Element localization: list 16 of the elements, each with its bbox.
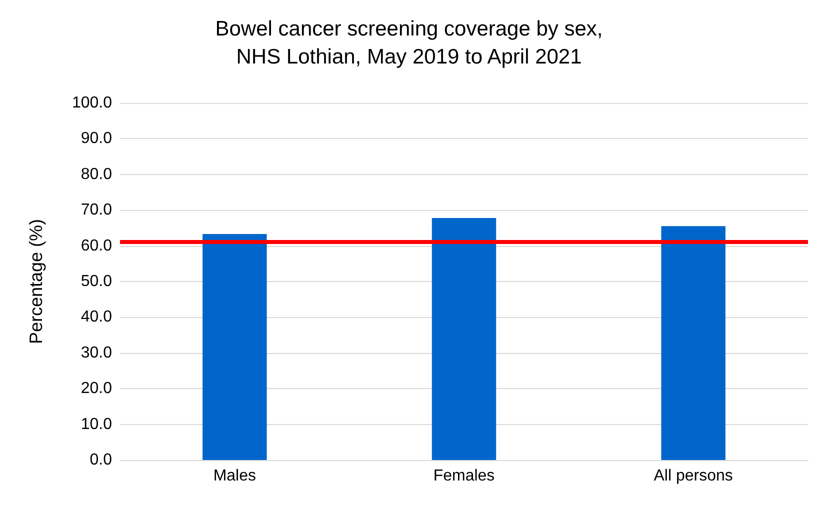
y-tick-label: 10.0 xyxy=(80,416,112,433)
y-tick-label: 100.0 xyxy=(72,94,112,112)
y-tick-label: 0.0 xyxy=(90,452,112,468)
chart-title: Bowel cancer screening coverage by sex, NHS Lothian, May 2019 to April 2021 xyxy=(215,18,603,68)
y-tick-label: 30.0 xyxy=(80,344,112,362)
x-tick-label: All persons xyxy=(654,468,733,484)
y-tick-label: 40.0 xyxy=(80,308,112,326)
x-tick-label: Males xyxy=(213,468,256,484)
x-tick-label: Females xyxy=(433,468,495,484)
y-tick-label: 50.0 xyxy=(80,273,112,290)
y-axis-title: Percentage (%) xyxy=(26,218,46,344)
y-tick-label: 20.0 xyxy=(80,380,112,398)
y-tick-label: 90.0 xyxy=(80,130,112,148)
y-tick-label: 80.0 xyxy=(80,166,112,183)
y-tick-label: 60.0 xyxy=(80,237,112,254)
y-tick-label: 70.0 xyxy=(80,202,112,219)
